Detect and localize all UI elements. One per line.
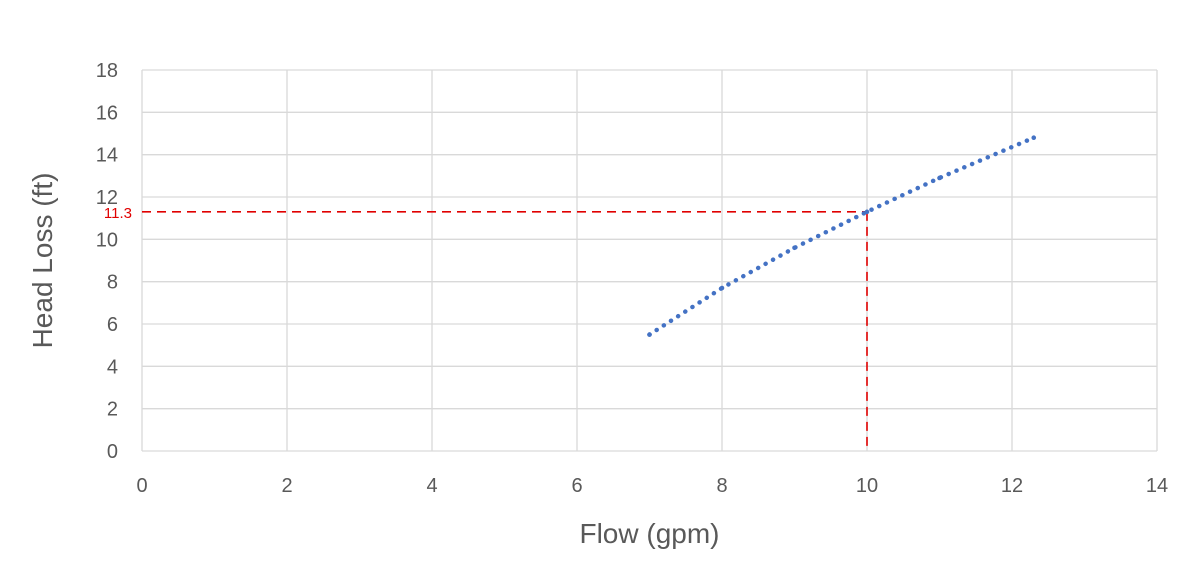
x-axis-title: Flow (gpm) [579, 518, 719, 549]
x-tick-label: 4 [426, 475, 437, 497]
x-tick-label: 12 [1001, 475, 1023, 497]
y-axis-title: Head Loss (ft) [27, 173, 58, 349]
x-tick-label: 8 [716, 475, 727, 497]
y-tick-label: 14 [96, 145, 118, 167]
reference-lines: 11.3 [104, 205, 868, 451]
data-point [1031, 135, 1037, 141]
x-tick-label: 0 [136, 475, 147, 497]
y-tick-label: 4 [107, 356, 118, 378]
data-point [937, 175, 942, 181]
y-tick-label: 16 [96, 102, 118, 124]
y-tick-label: 18 [96, 60, 118, 82]
data-point [792, 245, 797, 251]
x-tick-label: 2 [281, 475, 292, 497]
data-point [719, 285, 725, 291]
y-tick-label: 0 [107, 441, 118, 463]
y-tick-label: 2 [107, 399, 118, 421]
data-series [647, 135, 1037, 337]
y-tick-label: 8 [107, 272, 118, 294]
reference-y-label: 11.3 [104, 205, 132, 222]
x-tick-label: 6 [571, 475, 582, 497]
series-line [647, 135, 1037, 337]
data-point [864, 209, 870, 215]
x-tick-label: 14 [1146, 475, 1168, 497]
y-tick-label: 10 [96, 229, 118, 251]
grid-lines [141, 69, 1158, 452]
y-tick-label: 12 [96, 187, 118, 209]
x-tick-label: 10 [856, 475, 878, 497]
tick-labels: 0 2 4 6 8 10 12 14 16 18 0 2 4 6 8 10 12 14 [96, 60, 1168, 497]
data-point [647, 332, 652, 337]
y-tick-label: 6 [107, 314, 118, 336]
